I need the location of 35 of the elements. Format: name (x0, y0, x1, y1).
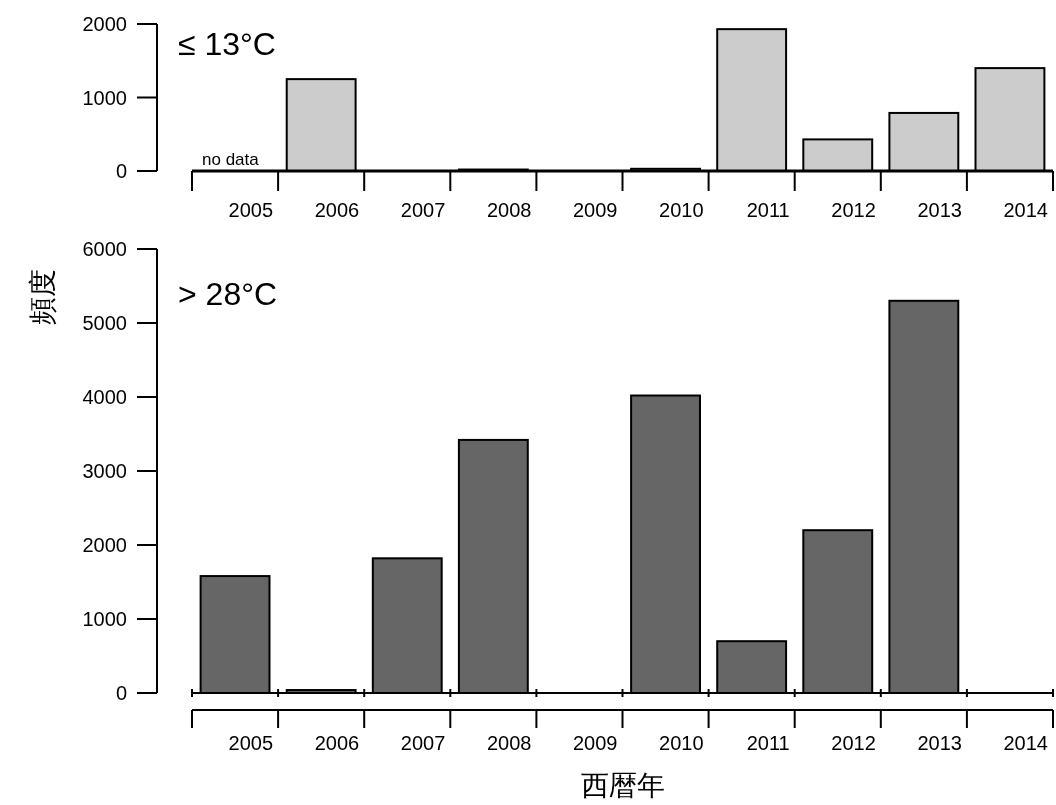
x-tick-label: 2006 (314, 199, 360, 222)
x-tick-label: 2008 (486, 732, 532, 755)
x-tick-label: 2014 (1003, 199, 1048, 222)
annotation: no data (202, 150, 260, 169)
y-tick-label: 0 (115, 682, 127, 704)
y-tick-label: 5000 (82, 312, 127, 334)
y-tick-label: 4000 (82, 386, 127, 408)
x-tick-label: 2012 (831, 732, 876, 755)
chart-title: ≤ 13°C (178, 26, 276, 62)
x-tick-label: 2008 (486, 199, 532, 222)
x-tick-label: 2010 (659, 199, 704, 222)
y-tick-label: 2000 (82, 13, 127, 35)
x-tick-label: 2005 (228, 732, 274, 755)
x-tick-label: 2011 (746, 199, 790, 222)
x-axis-title: 西暦年 (580, 770, 665, 801)
x-tick-label: 2010 (659, 732, 704, 755)
x-tick-label: 2007 (400, 199, 446, 222)
y-tick-label: 6000 (82, 238, 127, 260)
x-tick-label: 2011 (746, 732, 790, 755)
y-tick-label: 0 (115, 160, 127, 182)
x-tick-label: 2014 (1003, 732, 1048, 755)
x-tick-label: 2007 (400, 732, 446, 755)
x-tick-label: 2009 (573, 732, 618, 755)
y-tick-label: 3000 (82, 460, 127, 482)
y-tick-label: 1000 (82, 608, 127, 630)
y-axis-title: 頻度 (27, 269, 58, 325)
y-tick-label: 2000 (82, 534, 127, 556)
x-tick-label: 2013 (917, 199, 962, 222)
x-tick-label: 2005 (228, 199, 274, 222)
text: > 28°C (178, 276, 278, 312)
x-tick-label: 2012 (831, 199, 876, 222)
y-tick-label: 1000 (82, 86, 127, 109)
x-tick-label: 2013 (917, 732, 962, 755)
x-tick-label: 2009 (573, 199, 618, 222)
x-tick-label: 2006 (314, 732, 360, 755)
